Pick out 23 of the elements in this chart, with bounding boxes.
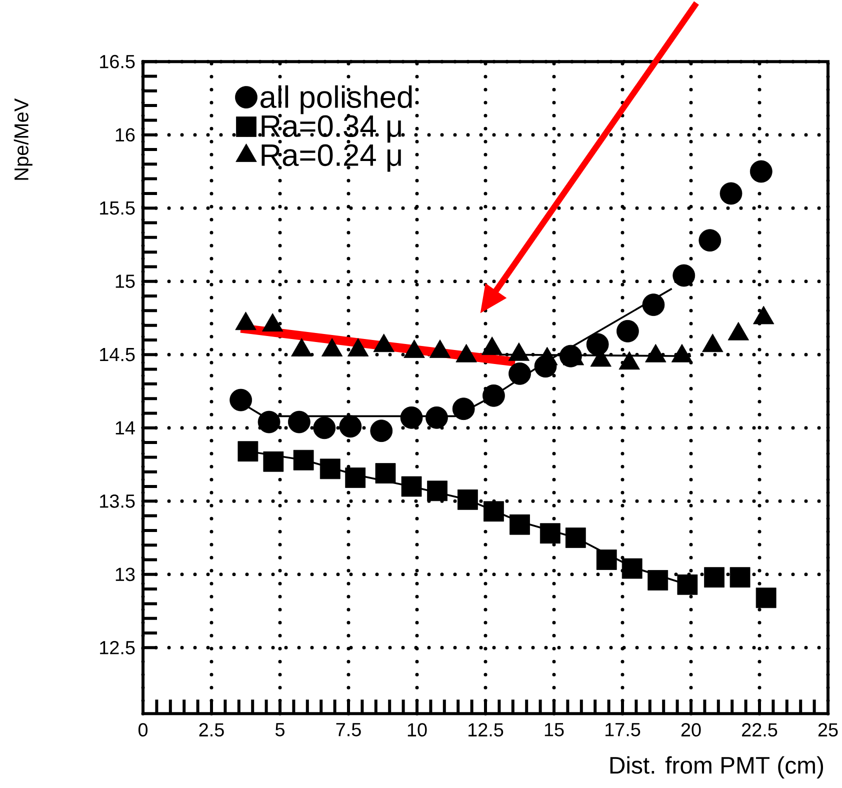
y-tick-label: 16.5	[100, 55, 135, 68]
x-tick-label: 17.5	[606, 723, 640, 737]
y-tick-label: 14	[116, 422, 135, 435]
y-tick-label: 13.5	[100, 494, 135, 508]
y-tick-label: 16	[116, 128, 135, 142]
y-tick-label: 12.5	[100, 641, 135, 655]
x-tick-label: 12.5	[468, 723, 504, 737]
x-tick-label: 7.5	[336, 723, 361, 737]
x-tick-label: 22.5	[742, 723, 778, 737]
y-tick-label: 14.5	[100, 348, 135, 362]
legend-label: Ra=0.24 μ	[262, 144, 401, 172]
y-tick-label: 15.5	[100, 202, 135, 215]
x-tick-label: 20	[681, 723, 701, 737]
x-axis-title: Dist. from PMT (cm)	[610, 756, 824, 779]
x-tick-label: 5	[275, 723, 284, 737]
x-tick-label: 2.5	[199, 723, 224, 737]
x-tick-label: 25	[818, 723, 838, 737]
x-tick-label: 0	[138, 723, 148, 737]
x-tick-label: 10	[408, 723, 427, 737]
y-tick-label: 15	[116, 274, 135, 288]
x-tick-label: 15	[544, 723, 564, 737]
y-axis-title: Npe/MeV	[14, 98, 32, 180]
y-tick-label: 13	[116, 568, 135, 582]
